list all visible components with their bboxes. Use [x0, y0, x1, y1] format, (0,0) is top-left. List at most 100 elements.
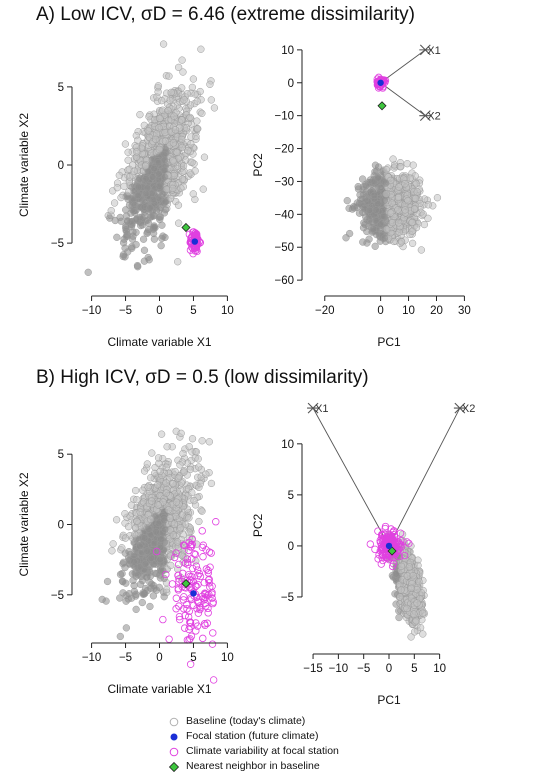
y-tick-label: −5	[51, 238, 64, 250]
baseline-point	[377, 183, 385, 192]
baseline-point	[190, 496, 198, 505]
baseline-point	[171, 467, 179, 476]
baseline-point	[130, 201, 139, 209]
baseline-point	[84, 268, 92, 276]
baseline-point	[152, 135, 160, 143]
baseline-point	[188, 83, 197, 92]
axis-vector-label: X2	[462, 403, 475, 415]
baseline-point	[169, 184, 177, 193]
baseline-point	[124, 523, 133, 531]
baseline-point	[138, 598, 146, 607]
baseline-point	[178, 56, 186, 64]
baseline-point	[362, 182, 370, 190]
baseline-point	[127, 501, 136, 509]
legend-label-focal: Focal station (future climate)	[186, 730, 319, 742]
baseline-point	[115, 171, 123, 180]
baseline-point	[146, 572, 154, 580]
baseline-point	[131, 530, 139, 539]
plot-B-left: −10 −5 0 5 10 −5 0 5 Climate variable X1 Climate …	[17, 427, 234, 696]
y-tick-label: 0	[288, 541, 294, 553]
plot-A-right: X1 X2 −20 0 10 20 30 10 0 −10 −20 −30 −40 −50 −60 PC1 PC…	[251, 44, 471, 349]
baseline-point	[397, 562, 406, 571]
baseline-point	[410, 205, 419, 213]
baseline-point	[395, 219, 403, 227]
baseline-point	[169, 480, 177, 488]
baseline-point	[119, 578, 127, 586]
baseline-point	[117, 193, 125, 202]
baseline-point	[109, 540, 117, 548]
y-tick-label: 10	[281, 439, 294, 451]
baseline-point	[408, 239, 417, 248]
baseline-point	[420, 220, 429, 229]
baseline-point	[166, 514, 174, 522]
y-tick-label: −5	[281, 592, 294, 604]
baseline-point	[414, 561, 422, 570]
baseline-point	[395, 607, 403, 615]
variability-point	[172, 605, 180, 613]
y-tick-label: 5	[58, 82, 64, 94]
baseline-point	[155, 145, 163, 154]
baseline-point	[180, 468, 188, 476]
baseline-point	[124, 156, 132, 164]
baseline-point	[185, 528, 193, 536]
baseline-point	[130, 587, 139, 596]
axis-vector-line	[312, 407, 390, 547]
baseline-point	[130, 167, 138, 175]
baseline-point	[372, 206, 380, 214]
baseline-point	[198, 437, 206, 445]
baseline-point	[107, 206, 115, 215]
baseline-point	[156, 114, 164, 122]
baseline-point	[116, 594, 124, 602]
variability-point	[172, 594, 181, 602]
baseline-point	[345, 204, 353, 212]
baseline-point	[184, 147, 192, 155]
x-tick-label: 10	[221, 652, 234, 664]
baseline-point	[154, 501, 162, 509]
baseline-point	[163, 443, 171, 451]
x-tick-label: 5	[411, 663, 417, 675]
baseline-point	[387, 209, 395, 217]
baseline-point	[411, 628, 419, 636]
x-tick-label: 5	[190, 305, 196, 317]
baseline-point	[388, 199, 396, 207]
baseline-point	[407, 584, 415, 593]
baseline-point	[149, 173, 157, 181]
baseline-point	[126, 173, 134, 181]
axis-vector-label: X1	[427, 45, 440, 57]
baseline-point	[419, 609, 427, 617]
baseline-point	[179, 68, 187, 76]
baseline-point	[142, 189, 150, 198]
baseline-point	[183, 90, 191, 98]
baseline-point	[156, 215, 164, 224]
baseline-point	[161, 206, 170, 214]
baseline-point	[134, 263, 142, 271]
baseline-point	[358, 175, 367, 183]
baseline-point	[146, 602, 154, 611]
baseline-point	[154, 481, 162, 489]
baseline-point	[118, 544, 126, 552]
baseline-point	[200, 153, 209, 161]
baseline-point	[169, 139, 178, 147]
baseline-point	[419, 630, 427, 638]
baseline-point	[177, 184, 185, 192]
baseline-point	[169, 531, 177, 539]
baseline-point	[124, 148, 132, 156]
baseline-point	[134, 571, 142, 579]
axis-vector-line	[388, 407, 461, 547]
baseline-point	[141, 162, 150, 170]
baseline-point	[197, 45, 205, 53]
x-tick-label: −5	[119, 305, 132, 317]
x-tick-label: 0	[156, 652, 162, 664]
baseline-point	[162, 585, 171, 594]
baseline-point	[403, 604, 411, 613]
baseline-point	[169, 157, 177, 165]
baseline-point	[113, 184, 121, 192]
baseline-point	[162, 463, 170, 471]
baseline-point	[134, 191, 142, 200]
x-axis-label: PC1	[377, 335, 401, 349]
baseline-point	[424, 201, 432, 209]
baseline-point	[156, 467, 164, 476]
baseline-point	[150, 164, 158, 173]
baseline-point	[170, 171, 178, 180]
legend-item: Focal station (future climate)	[168, 729, 339, 744]
